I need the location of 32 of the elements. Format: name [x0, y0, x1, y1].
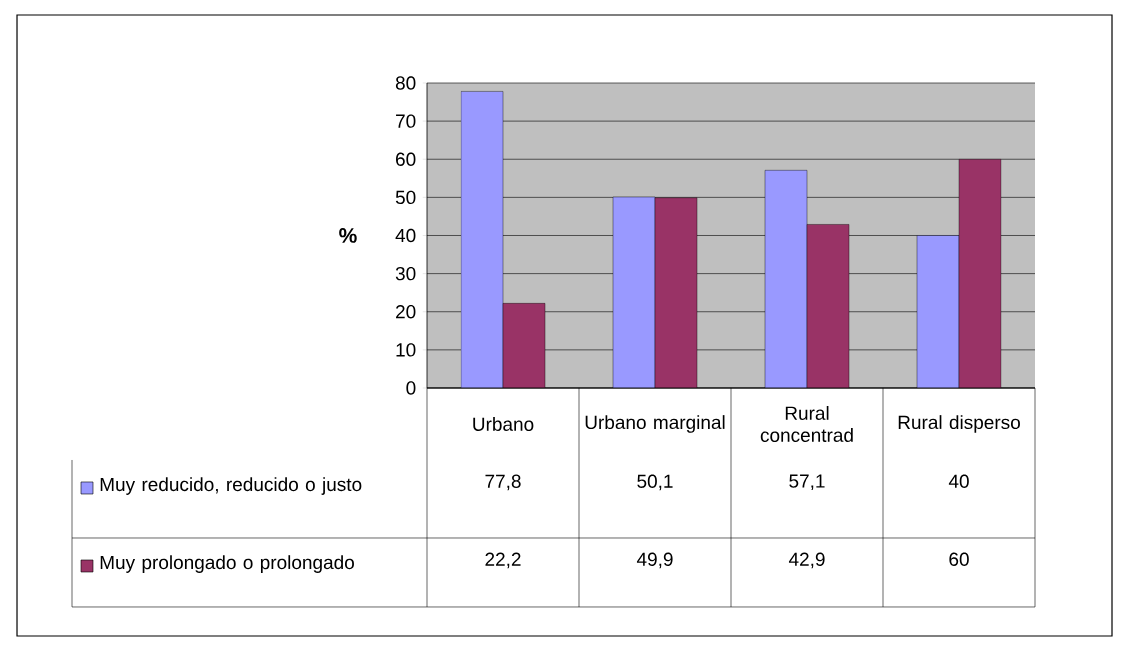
y-tick-label: 80	[395, 76, 416, 90]
bar	[916, 235, 960, 388]
data-label: 60	[949, 552, 969, 566]
y-tick-label: 60	[396, 152, 416, 166]
bar	[502, 303, 546, 388]
x-tick-label: Urbano marginal	[585, 415, 725, 433]
y-tick-label: 70	[396, 114, 416, 128]
x-tick-label: Rural concentrad	[760, 406, 853, 442]
data-label: 50,1	[637, 474, 673, 491]
bar	[764, 170, 808, 388]
bar	[460, 91, 504, 388]
y-tick-label: 20	[396, 305, 416, 319]
y-tick-label: 0	[406, 381, 416, 395]
data-label: 42,9	[788, 552, 825, 569]
x-tick-label: Urbano	[473, 417, 534, 431]
data-label: 57,1	[789, 474, 825, 491]
bar	[806, 224, 850, 388]
bar	[654, 197, 698, 388]
data-label: 77,8	[485, 474, 521, 491]
bar	[612, 196, 656, 388]
y-tick-label: 30	[395, 266, 416, 281]
y-tick-label: 40	[395, 228, 416, 243]
y-tick-label: 10	[396, 343, 416, 357]
data-label: 22,2	[485, 552, 521, 569]
data-label: 40	[948, 474, 969, 488]
x-tick-label: Rural disperso	[898, 415, 1020, 433]
data-label: 49,9	[636, 552, 673, 569]
y-tick-label: 50	[395, 190, 416, 205]
y-axis-title: %	[339, 228, 357, 243]
legend-label: Muy prolongado o prolongado	[100, 555, 354, 573]
legend-label: Muy reducido, reducido o justo	[100, 477, 362, 495]
bar	[958, 159, 1002, 388]
